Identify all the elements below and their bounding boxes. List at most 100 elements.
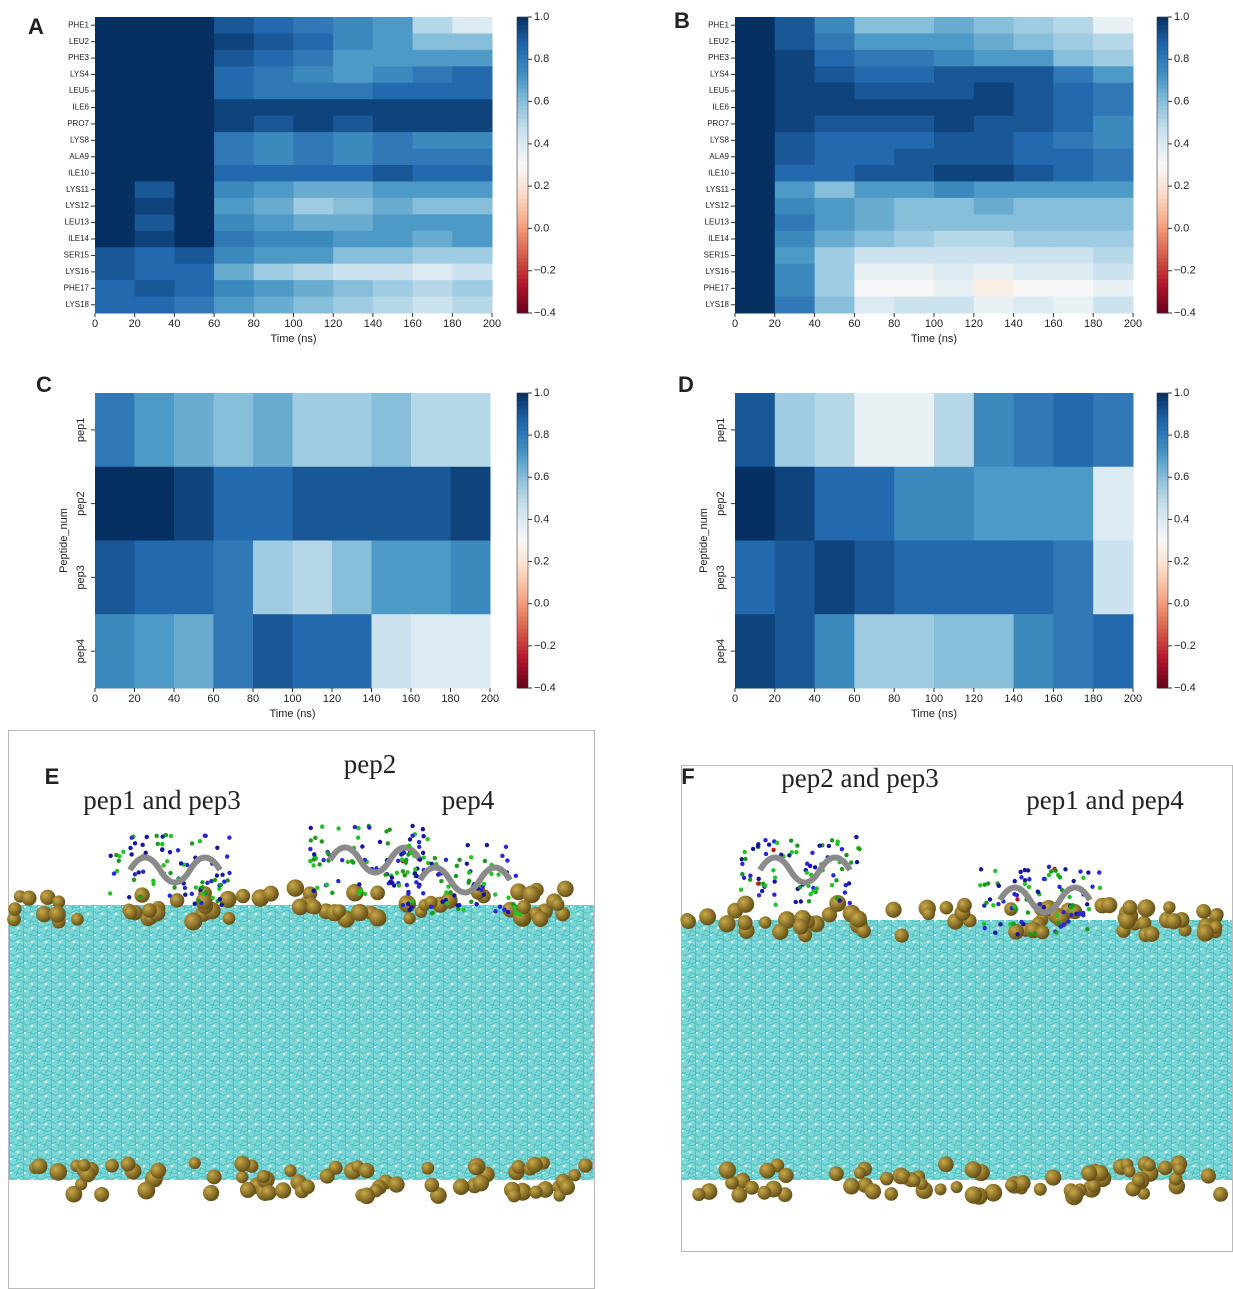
colorbar-step: [517, 405, 528, 411]
heatmap-cell: [333, 33, 374, 51]
colorbar-step: [1157, 679, 1168, 685]
peptide-atom: [402, 872, 407, 878]
colorbar-tick-label: 0.4: [534, 513, 549, 525]
colorbar-step: [1157, 511, 1168, 516]
colorbar-step: [1157, 177, 1168, 183]
colorbar-step: [517, 143, 528, 149]
lipid-headgroup: [578, 1158, 593, 1173]
colorbar-step: [517, 173, 528, 179]
colorbar-step: [517, 637, 528, 643]
heatmap-cell: [333, 165, 374, 182]
peptide-atom: [829, 838, 835, 843]
heatmap-cell: [452, 66, 493, 84]
colorbar-tick-label: 0.6: [534, 471, 549, 483]
heatmap-cell: [333, 49, 374, 67]
colorbar-step: [517, 249, 528, 255]
peptide-atom: [217, 886, 222, 891]
colorbar-step: [517, 55, 528, 60]
peptide-atom: [1018, 869, 1023, 875]
heatmap-cell: [854, 165, 895, 182]
heatmap-cell: [174, 214, 215, 232]
colorbar-step: [517, 447, 528, 453]
lipid-headgroup: [262, 885, 279, 902]
heatmap-cell: [854, 99, 895, 117]
heatmap-cell: [934, 33, 975, 51]
peptide-atom: [844, 852, 849, 858]
heatmap-cell: [973, 230, 1015, 248]
y-axis-label: Peptide_num: [58, 508, 70, 573]
heatmap-cell: [253, 66, 294, 84]
peptide-atom: [404, 882, 410, 888]
peptide-atom: [219, 902, 224, 908]
peptide-atom: [108, 853, 113, 858]
colorbar-step: [1157, 156, 1168, 162]
peptide-atom: [1097, 870, 1102, 875]
heatmap-cell: [253, 33, 294, 51]
colorbar-step: [517, 33, 528, 39]
peptide-atom: [429, 911, 435, 916]
heatmap-cell: [934, 393, 975, 468]
peptide-atom: [417, 844, 422, 850]
heatmap-cell: [1053, 230, 1094, 248]
peptide-atom: [771, 847, 776, 853]
heatmap-cell: [372, 280, 414, 298]
peptide-atom: [214, 873, 220, 878]
heatmap-cell: [452, 82, 493, 100]
heatmap-cell: [814, 17, 855, 34]
colorbar-tick-label: 0.6: [1174, 471, 1189, 483]
peptide-atom: [740, 861, 745, 867]
heatmap-cell: [735, 132, 776, 150]
colorbar-step: [1157, 574, 1168, 579]
heatmap-cell: [134, 17, 175, 34]
x-tick-label: 80: [888, 318, 900, 330]
peptide-atom: [319, 824, 325, 829]
lipid-headgroup: [368, 908, 387, 927]
heatmap-cell: [1093, 115, 1134, 133]
peptide-atom: [357, 882, 362, 887]
peptide-atom: [1067, 894, 1072, 900]
heatmap-cell: [1093, 181, 1134, 199]
row-label: ALA9: [709, 152, 729, 161]
lipid-headgroup: [964, 1161, 982, 1179]
peptide-atom: [362, 891, 368, 897]
heatmap-cell: [934, 280, 975, 298]
heatmap-cell: [213, 466, 254, 541]
heatmap-cell: [452, 263, 493, 281]
heatmap-cell: [1013, 280, 1054, 298]
heatmap-cell: [412, 214, 453, 232]
colorbar-tick-label: −0.2: [534, 640, 556, 652]
colorbar-frame: [1156, 392, 1169, 689]
heatmap-cell: [134, 230, 175, 248]
heatmap-cell: [333, 230, 374, 248]
heatmap-cell: [1013, 393, 1054, 468]
heatmap-cell: [372, 99, 414, 117]
heatmap-cell: [95, 33, 136, 51]
heatmap-cell: [174, 197, 215, 215]
heatmap-cell: [735, 115, 776, 133]
peptide-atom: [826, 843, 832, 849]
lipid-headgroup: [939, 900, 954, 915]
heatmap-cell: [814, 393, 855, 468]
x-tick-label: 40: [808, 693, 820, 705]
peptide-atom: [797, 885, 803, 890]
heatmap-cell: [735, 280, 776, 298]
heatmap-cell: [1053, 17, 1094, 34]
heatmap-cell: [735, 393, 776, 468]
rendering-label: pep1 and pep4: [1026, 785, 1184, 815]
lipid-headgroup: [472, 1174, 490, 1192]
peptide-atom: [766, 842, 772, 847]
peptide-atom: [399, 857, 405, 862]
heatmap-cell: [95, 115, 136, 133]
heatmap-cell: [894, 280, 935, 298]
lipid-headgroup: [65, 1185, 83, 1203]
lipid-headgroup: [52, 895, 66, 909]
colorbar-step: [1157, 553, 1168, 558]
heatmap-cell: [174, 66, 215, 84]
panel-label: C: [36, 372, 52, 397]
peptide-atom: [787, 853, 792, 858]
heatmap-cell: [412, 82, 453, 100]
peptide-atom: [1049, 869, 1054, 874]
peptide-atom: [117, 854, 122, 859]
colorbar-step: [1157, 620, 1168, 626]
